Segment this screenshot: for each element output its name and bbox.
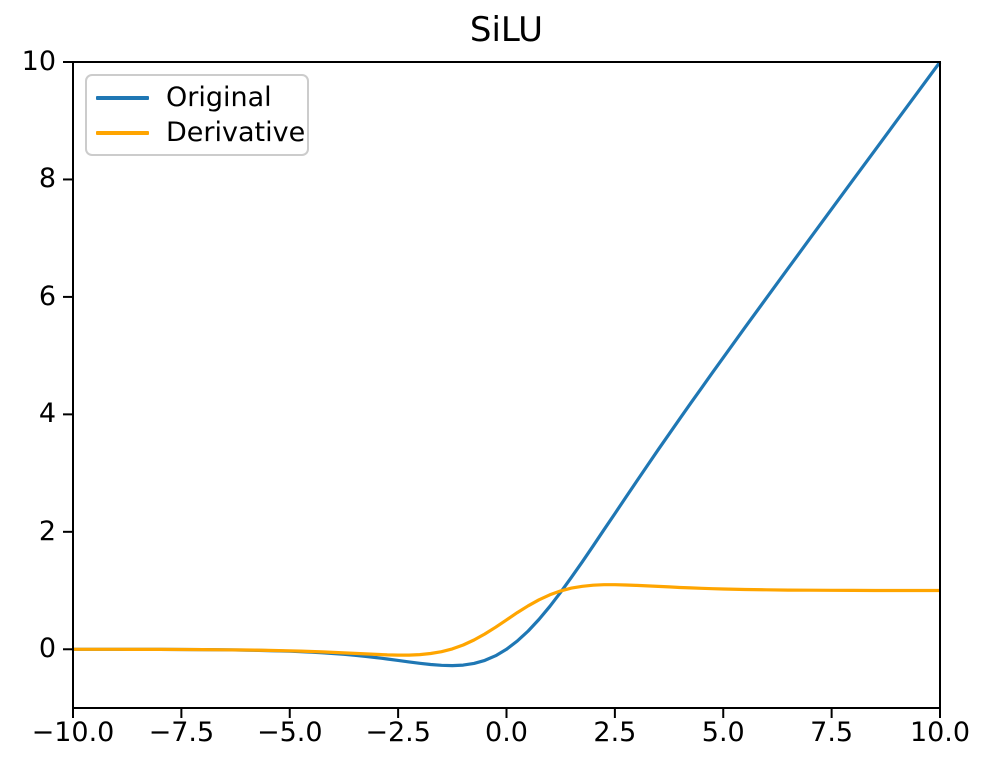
- y-tick-label: 4: [38, 398, 56, 430]
- legend-item-original: Original: [96, 84, 307, 111]
- chart-title: SiLU: [469, 10, 544, 50]
- y-tick-label: 6: [38, 280, 56, 312]
- x-tick-label: −10.0: [31, 717, 115, 748]
- axes-spines: [72, 61, 941, 709]
- y-tick-label: 0: [38, 633, 56, 665]
- x-tick-label: 0.0: [485, 717, 528, 748]
- legend-label-derivative: Derivative: [166, 117, 306, 148]
- x-tick-label: −5.0: [256, 717, 323, 748]
- y-tick-label: 2: [38, 515, 56, 547]
- y-tick-label: 8: [38, 163, 56, 195]
- legend-item-derivative: Derivative: [96, 119, 307, 146]
- x-tick-label: −2.5: [365, 717, 431, 748]
- x-tick-label: 7.5: [810, 717, 854, 748]
- legend-line-swatch-original: [96, 95, 149, 100]
- x-tick-label: 10.0: [909, 717, 971, 748]
- series-line-derivative: [73, 583, 940, 657]
- legend-line-swatch-derivative: [96, 130, 149, 135]
- legend: Original Derivative: [85, 74, 309, 156]
- x-tick-label: −7.5: [148, 717, 215, 748]
- y-tick-label: 10: [21, 46, 56, 77]
- x-tick-label: 5.0: [701, 717, 745, 748]
- x-tick-label: 2.5: [593, 717, 637, 748]
- legend-label-original: Original: [166, 82, 272, 113]
